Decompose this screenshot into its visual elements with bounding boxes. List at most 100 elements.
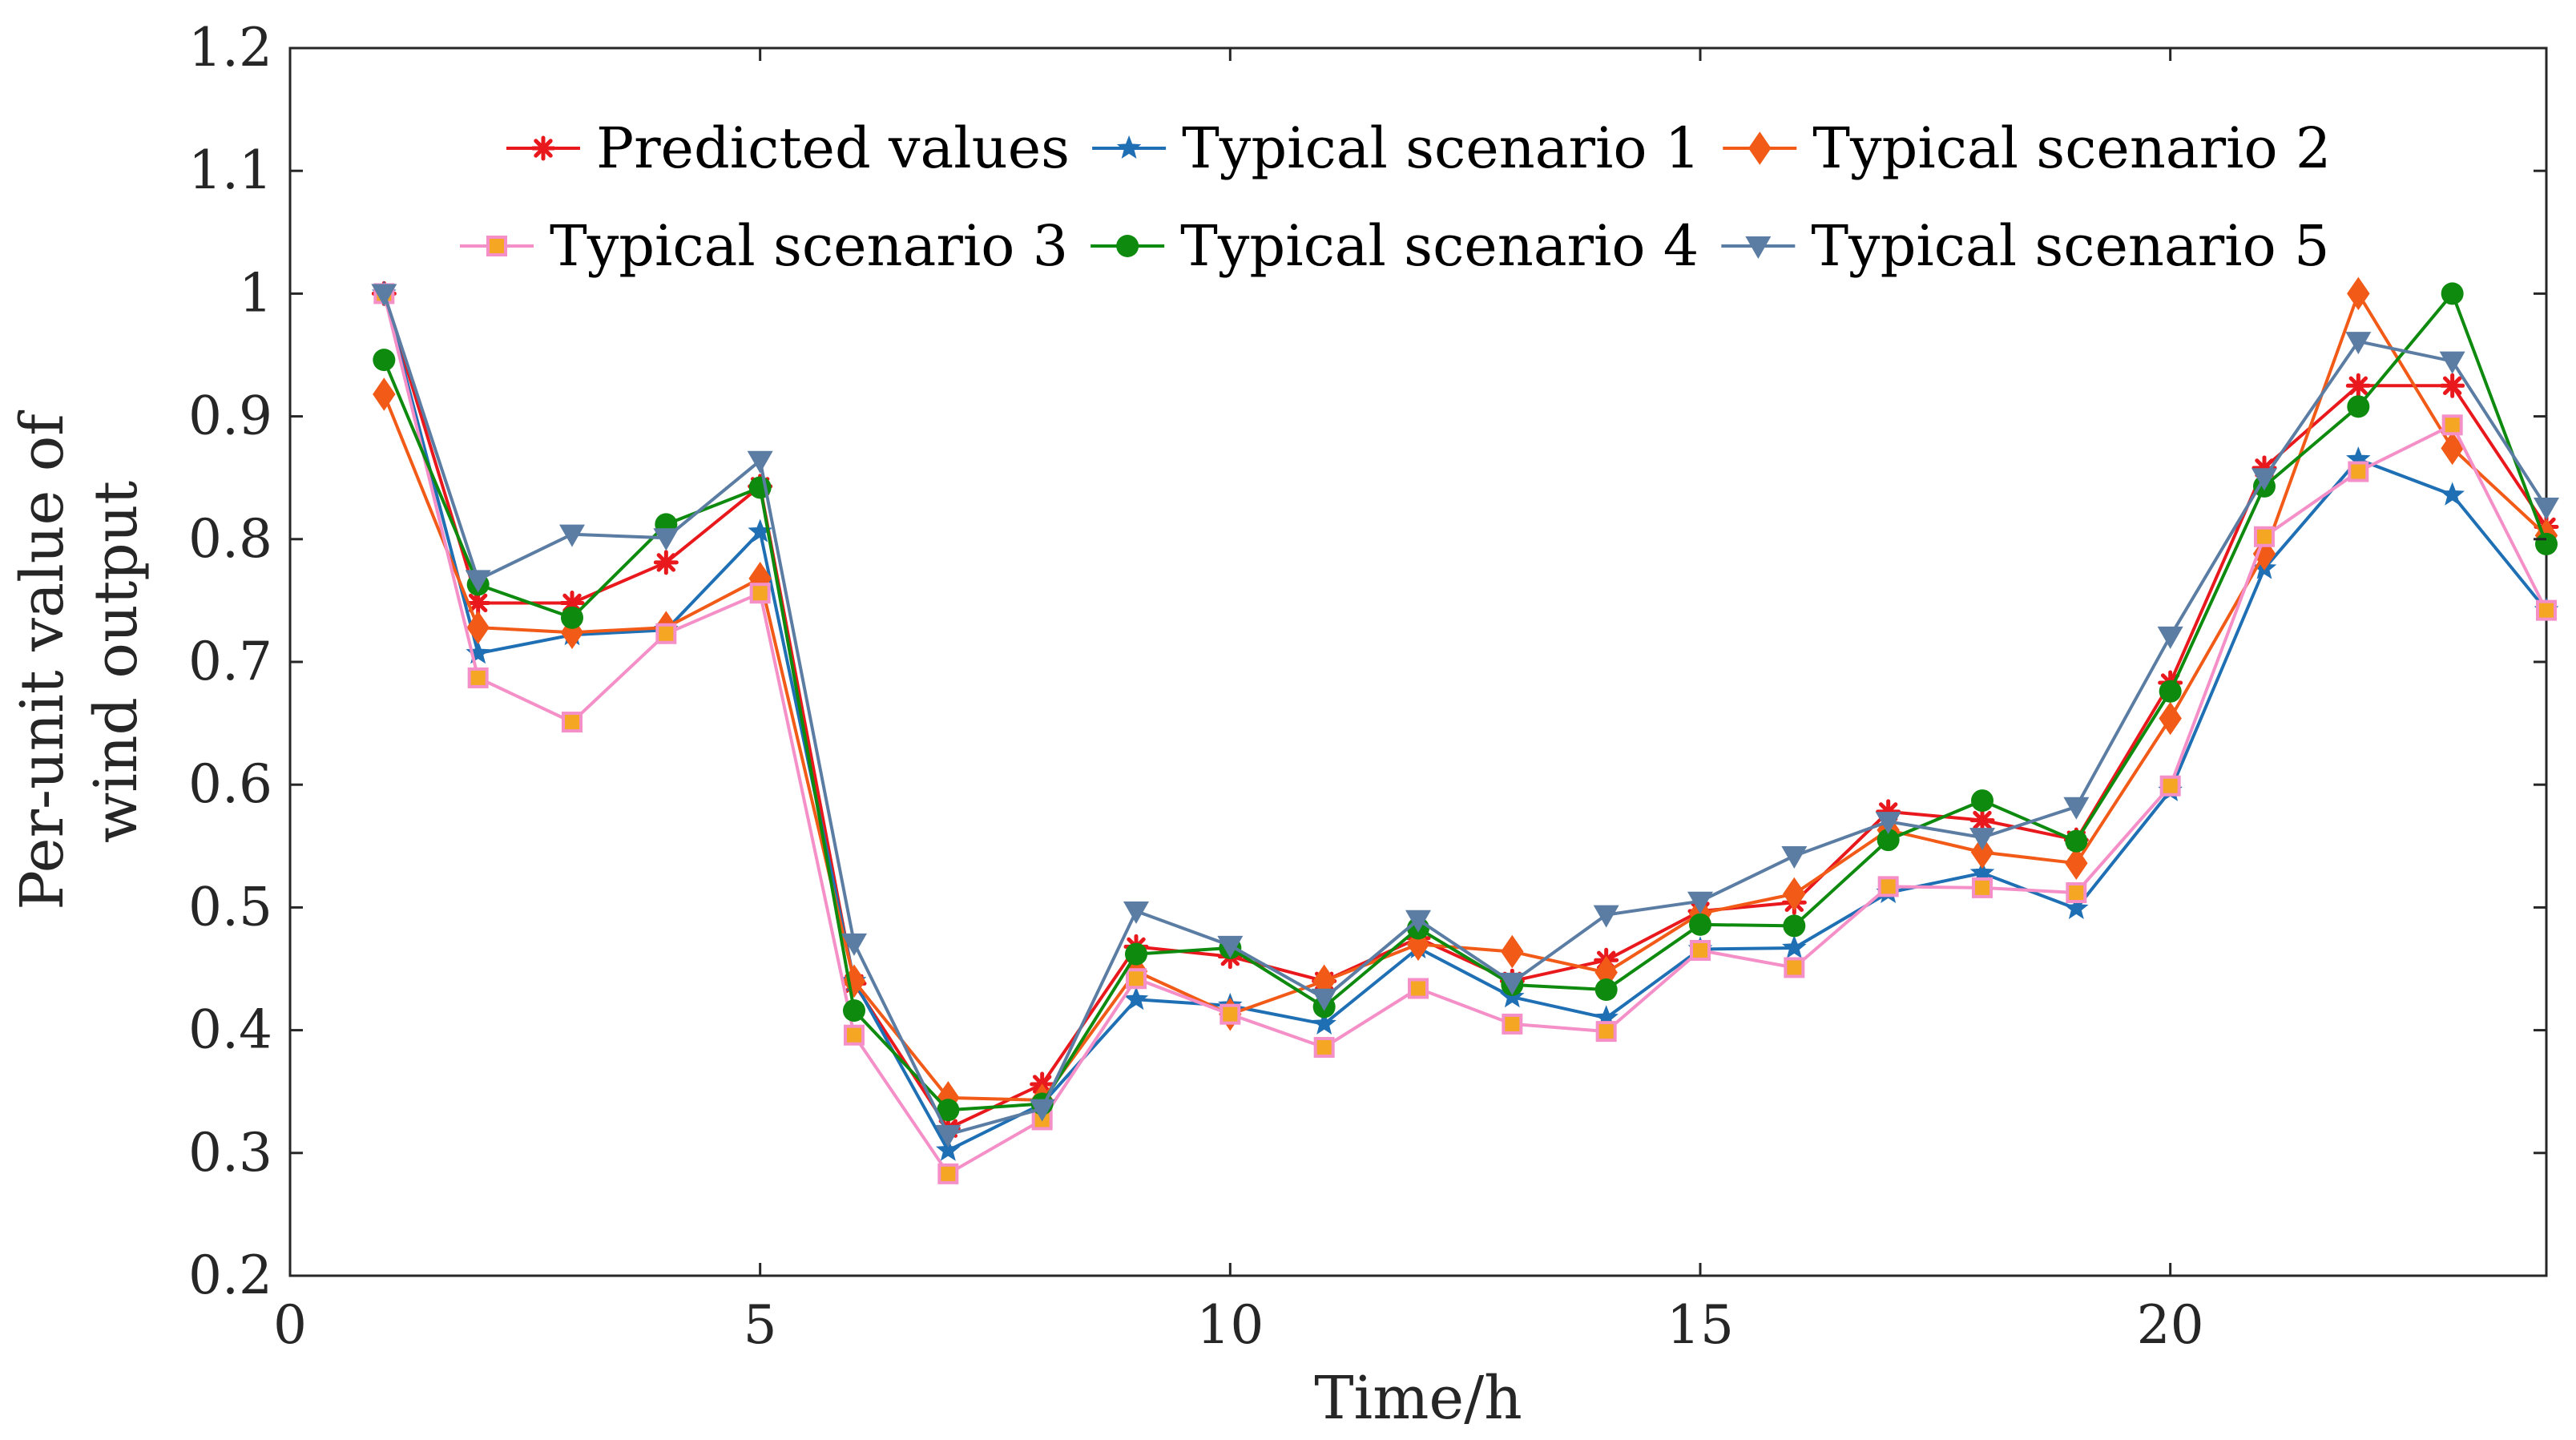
y-tick-label: 0.3	[188, 1122, 272, 1184]
data-point-s4-x3	[562, 712, 583, 733]
data-point-s5-x6	[843, 999, 865, 1023]
data-point-s3-x20	[2159, 701, 2182, 736]
data-point-s3-x2	[466, 611, 490, 644]
data-point-s4-x10	[1219, 1003, 1241, 1025]
data-point-s3-x13	[1501, 934, 1524, 969]
legend-entry-6: Typical scenario 5	[1721, 213, 2330, 279]
plot-box	[288, 46, 2548, 1277]
data-point-s4-x15	[1690, 940, 1711, 962]
data-point-s6-x12	[1405, 910, 1431, 933]
y-tick-label: 0.7	[188, 631, 272, 692]
y-tick-label: 1.1	[188, 139, 272, 201]
data-point-s4-x4	[655, 623, 677, 644]
data-point-s5-x1	[373, 349, 396, 372]
data-point-s2-x23	[2440, 482, 2465, 506]
data-point-s5-x23	[2441, 282, 2464, 305]
data-point-s1-x22	[2345, 373, 2371, 398]
data-point-s6-x3	[559, 524, 585, 547]
data-point-s3-x18	[1970, 835, 1994, 869]
data-point-s4-x23	[2441, 414, 2463, 436]
legend-label-4: Typical scenario 3	[550, 213, 1068, 279]
data-point-s6-x9	[1123, 901, 1149, 924]
x-tick-label: 15	[1667, 1294, 1734, 1356]
data-point-s4-x19	[2066, 882, 2087, 904]
data-point-s6-x5	[747, 450, 773, 474]
y-tick-label: 1	[239, 262, 272, 324]
series-layer	[371, 276, 2559, 1184]
data-point-s3-x22	[2347, 276, 2370, 311]
data-point-s3-x19	[2065, 846, 2088, 881]
legend-marker-2	[1116, 135, 1142, 159]
data-point-s2-x7	[936, 1137, 961, 1161]
data-point-s6-x15	[1687, 891, 1713, 914]
data-point-s6-x2	[465, 570, 491, 593]
data-point-s4-x7	[937, 1163, 959, 1184]
series-line-5	[382, 292, 2548, 1112]
data-point-s4-x13	[1502, 1013, 1523, 1035]
legend-marker-1	[530, 135, 556, 161]
data-point-s6-x16	[1781, 846, 1808, 869]
data-point-s4-x17	[1877, 876, 1899, 897]
data-point-s4-x12	[1408, 978, 1429, 999]
x-tick-label: 0	[273, 1294, 307, 1356]
data-point-s4-x11	[1313, 1037, 1335, 1059]
data-point-s1-x23	[2440, 373, 2465, 398]
data-point-s6-x14	[1593, 905, 1619, 928]
series-line-4	[382, 292, 2548, 1176]
data-point-s3-x16	[1783, 877, 1806, 911]
data-point-s6-x20	[2157, 626, 2183, 649]
x-axis-title: Time/h	[1314, 1364, 1522, 1433]
series-6	[371, 284, 2559, 1148]
legend-marker-4	[486, 236, 507, 256]
data-point-s1-x2	[466, 590, 491, 615]
y-tick-label: 1.2	[188, 17, 272, 79]
legend-label-2: Typical scenario 1	[1182, 115, 1700, 181]
y-tick-label: 0.4	[188, 999, 272, 1061]
data-point-s6-x23	[2439, 351, 2465, 374]
series-line-2	[382, 292, 2548, 1152]
y-tick-label: 0.5	[188, 876, 272, 938]
x-tick-label: 5	[744, 1294, 777, 1356]
data-point-s6-x19	[2063, 797, 2090, 820]
y-tick-label: 0.6	[188, 753, 272, 815]
data-point-s4-x24	[2536, 599, 2557, 621]
data-point-s6-x1	[371, 284, 397, 307]
y-axis-title-line-1: Per-unit value of	[8, 410, 77, 910]
data-point-s6-x11	[1311, 988, 1337, 1011]
legend-marker-6	[1745, 236, 1772, 259]
legend-marker-5	[1116, 235, 1139, 257]
legend-label-3: Typical scenario 2	[1812, 115, 2331, 181]
data-point-s4-x22	[2348, 461, 2369, 482]
y-tick-label: 0.8	[188, 508, 272, 570]
data-point-s5-x22	[2347, 395, 2370, 418]
axes-layer: 0.2 0.3 0.4 0.5 0.6 0.7 0.8 0.9 1 1.1 1.2 0 5 10 15 20 T…	[8, 17, 2546, 1433]
data-point-s4-x21	[2254, 526, 2275, 547]
data-point-s4-x5	[749, 583, 771, 604]
data-point-s4-x16	[1784, 957, 1805, 978]
data-point-s5-x3	[561, 606, 583, 629]
legend-entry-4: Typical scenario 3	[460, 213, 1068, 279]
plot-area	[288, 46, 2548, 1277]
data-point-s2-x11	[1312, 1010, 1336, 1035]
data-point-s6-x18	[1969, 828, 1995, 851]
data-point-s6-x4	[653, 528, 679, 551]
data-point-s5-x18	[1971, 789, 1993, 813]
legend-label-5: Typical scenario 4	[1180, 213, 1699, 279]
legend-label-6: Typical scenario 5	[1811, 213, 2329, 279]
data-point-s4-x14	[1595, 1021, 1617, 1043]
data-point-s6-x24	[2534, 497, 2559, 520]
data-point-s5-x15	[1689, 913, 1711, 936]
series-line-1	[382, 292, 2548, 1131]
data-point-s4-x20	[2159, 775, 2181, 797]
data-point-s6-x21	[2251, 468, 2277, 491]
data-point-s6-x17	[1875, 812, 1901, 835]
data-point-s6-x8	[1029, 1099, 1055, 1122]
data-point-s1-x18	[1969, 808, 1995, 833]
series-line-3	[382, 292, 2548, 1102]
x-tick-label: 20	[2137, 1294, 2204, 1356]
y-tick-label: 0.2	[188, 1244, 272, 1306]
legend-label-1: Predicted values	[596, 115, 1070, 181]
data-point-s6-x10	[1217, 935, 1244, 958]
legend-entry-1: Predicted values	[506, 115, 1070, 181]
data-point-s2-x19	[2064, 895, 2089, 920]
